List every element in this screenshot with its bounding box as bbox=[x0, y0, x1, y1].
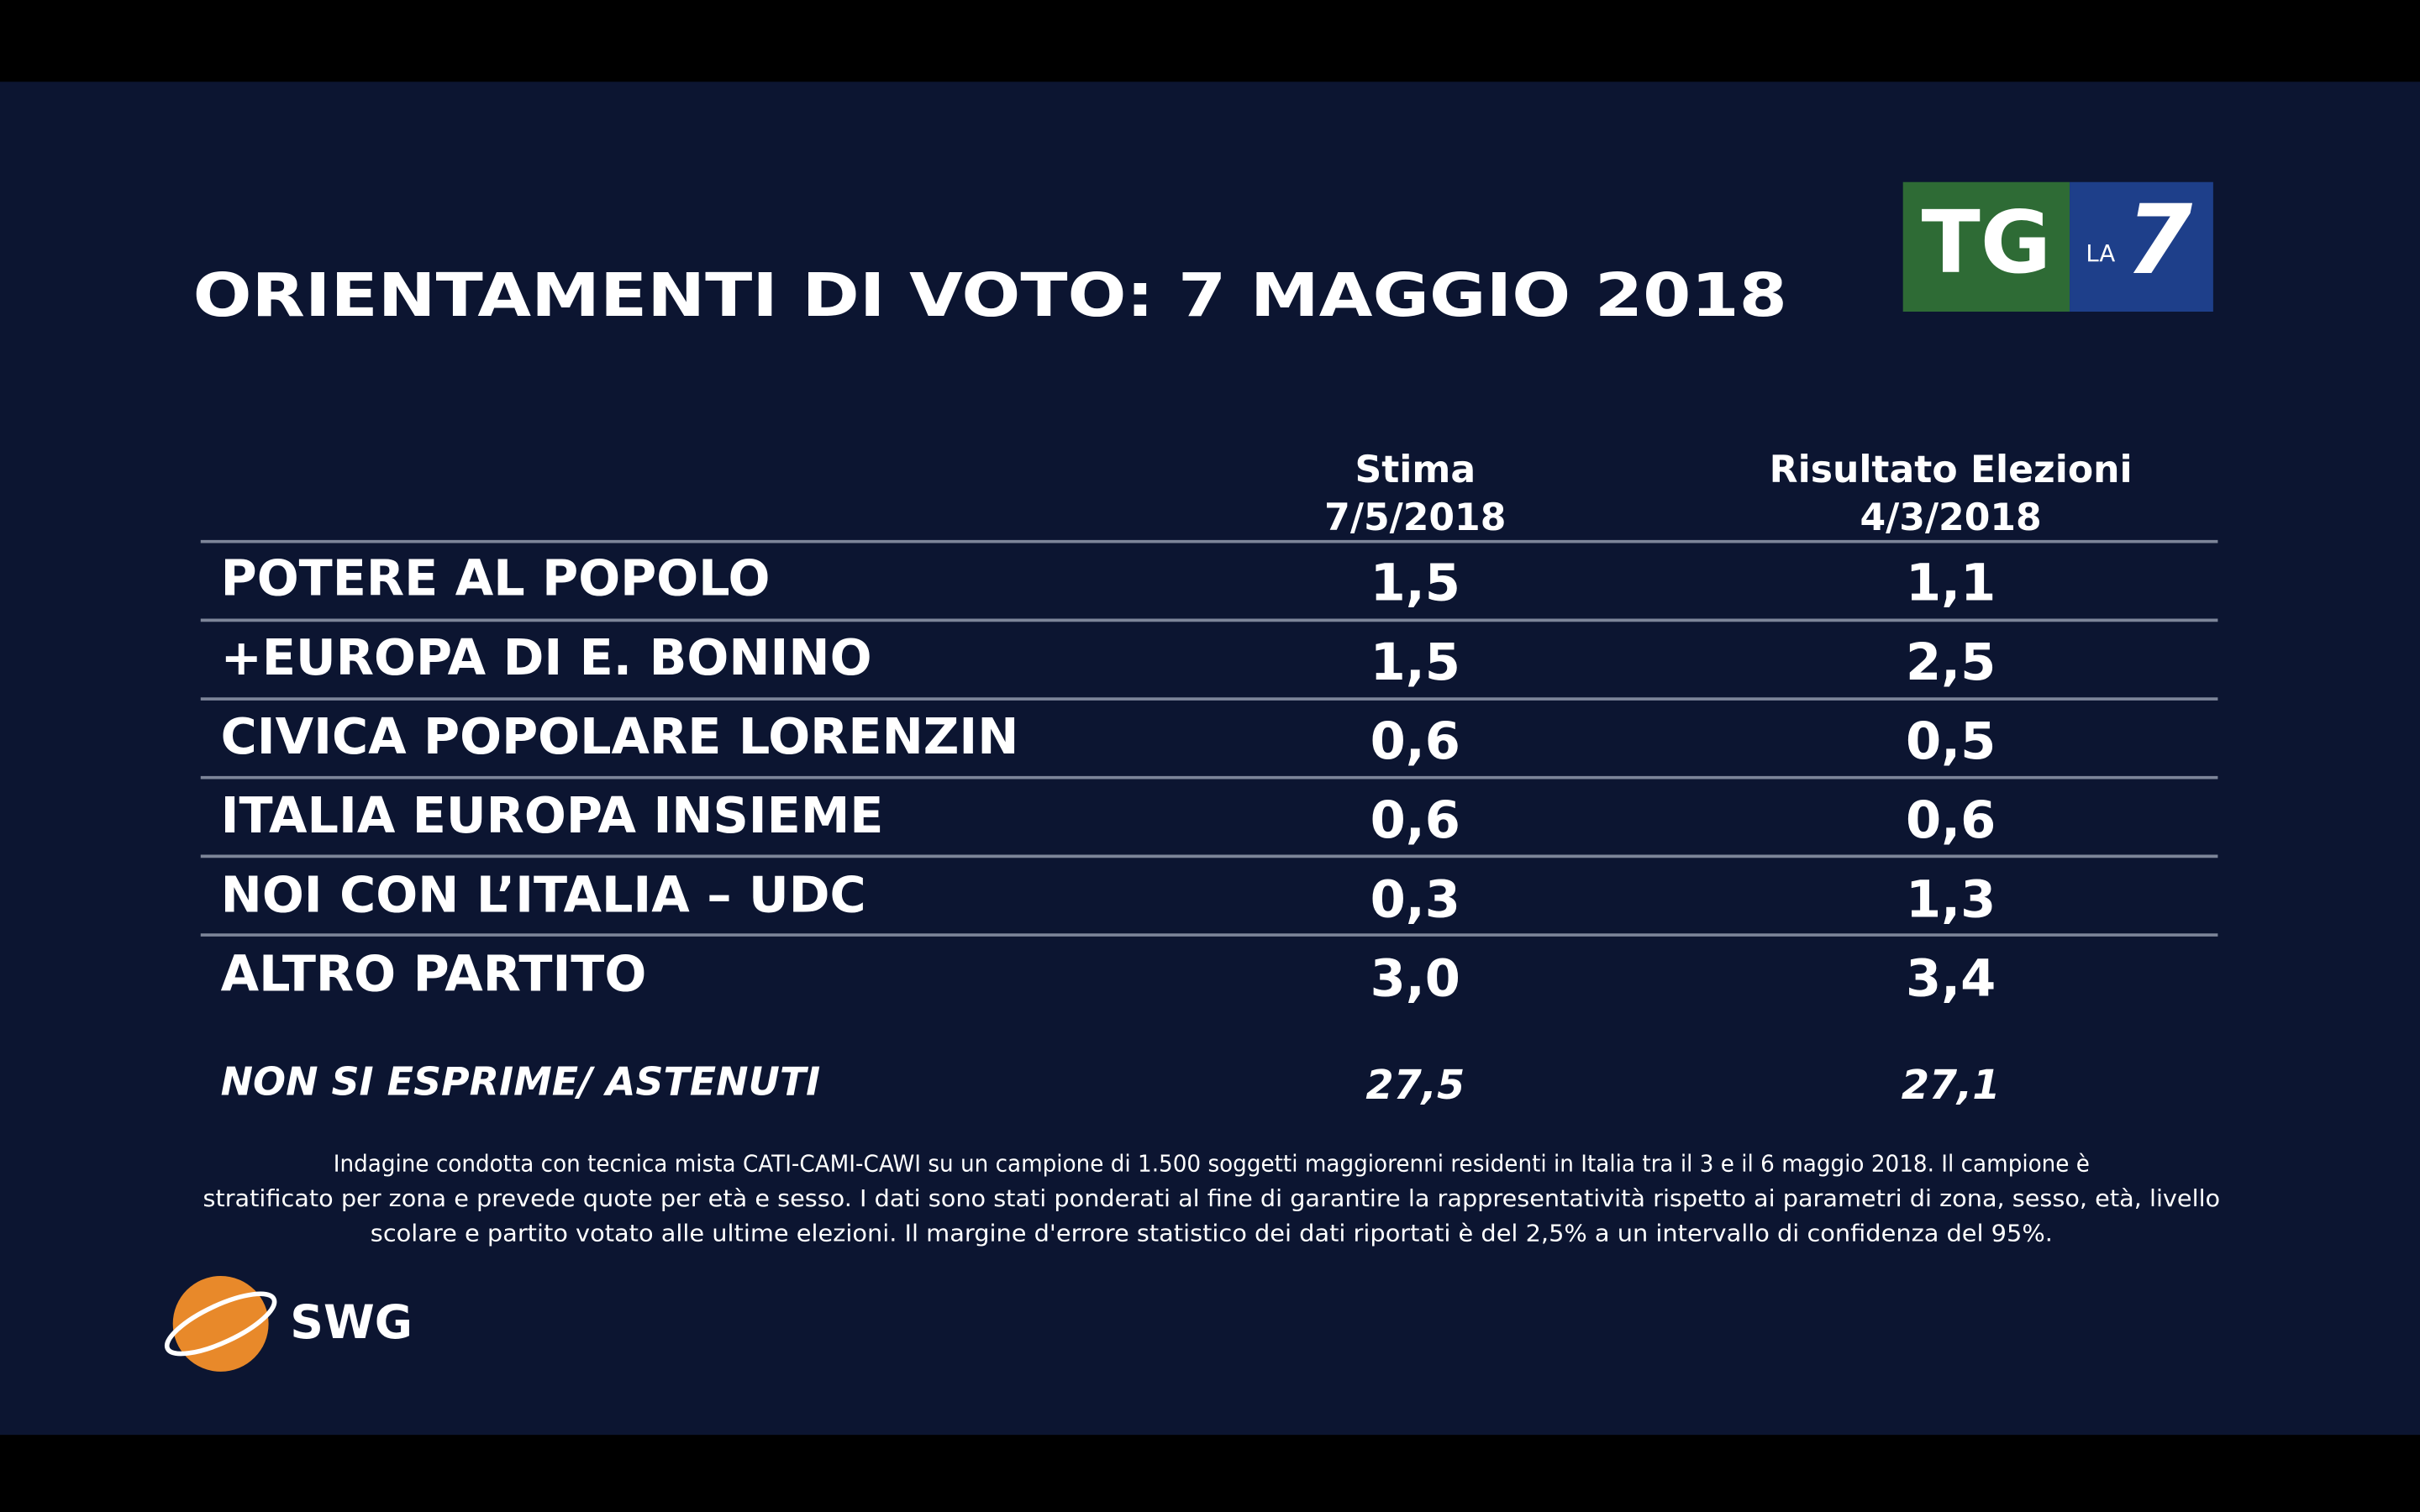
row-value: 0,6 bbox=[1370, 791, 1460, 850]
row-value: 1,1 bbox=[1906, 554, 1996, 613]
logo-la: LA bbox=[2086, 240, 2115, 267]
row-value: 3,4 bbox=[1906, 950, 1996, 1009]
logo-blue bbox=[2070, 181, 2213, 312]
swg-globe bbox=[172, 1275, 269, 1372]
column-header: Risultato Elezioni bbox=[1770, 449, 2133, 491]
row-value: 2,5 bbox=[1906, 633, 1996, 692]
row-label: ITALIA EUROPA INSIEME bbox=[221, 786, 884, 844]
row-label: NOI CON L’ITALIA – UDC bbox=[221, 865, 866, 923]
swg-orbit bbox=[164, 1291, 277, 1357]
brand: SWG bbox=[290, 1295, 413, 1349]
row-value: 0,3 bbox=[1370, 870, 1460, 929]
row-label: CIVICA POPOLARE LORENZIN bbox=[221, 707, 1019, 765]
row-label: +EUROPA DI E. BONINO bbox=[221, 628, 872, 686]
footnote: stratificato per zona e prevede quote pe… bbox=[203, 1185, 2221, 1212]
row-value: 0,5 bbox=[1906, 712, 1996, 771]
footnote: scolare e partito votato alle ultime ele… bbox=[371, 1220, 2053, 1247]
row-label: ALTRO PARTITO bbox=[221, 945, 647, 1003]
column-date: 7/5/2018 bbox=[1324, 496, 1506, 539]
row-value: 3,0 bbox=[1370, 950, 1460, 1009]
footer-value: 27,5 bbox=[1365, 1063, 1465, 1109]
footnote: Indagine condotta con tecnica mista CATI… bbox=[334, 1151, 2090, 1178]
footer-value: 27,1 bbox=[1902, 1063, 2001, 1109]
row-value: 1,3 bbox=[1906, 870, 1996, 929]
row-value: 0,6 bbox=[1906, 791, 1996, 850]
footer-label: NON SI ESPRIME/ ASTENUTI bbox=[221, 1059, 821, 1105]
title: ORIENTAMENTI DI VOTO: 7 MAGGIO 2018 bbox=[193, 260, 1787, 330]
logo-green bbox=[1902, 181, 2070, 312]
column-header: Stima bbox=[1355, 449, 1476, 491]
row-label: POTERE AL POPOLO bbox=[221, 549, 771, 607]
logo-tg: TG bbox=[1922, 193, 2052, 293]
column-date: 4/3/2018 bbox=[1860, 496, 2042, 539]
row-value: 1,5 bbox=[1370, 633, 1460, 692]
logo-7: 7 bbox=[2126, 184, 2192, 296]
row-value: 1,5 bbox=[1370, 554, 1460, 613]
row-value: 0,6 bbox=[1370, 712, 1460, 771]
